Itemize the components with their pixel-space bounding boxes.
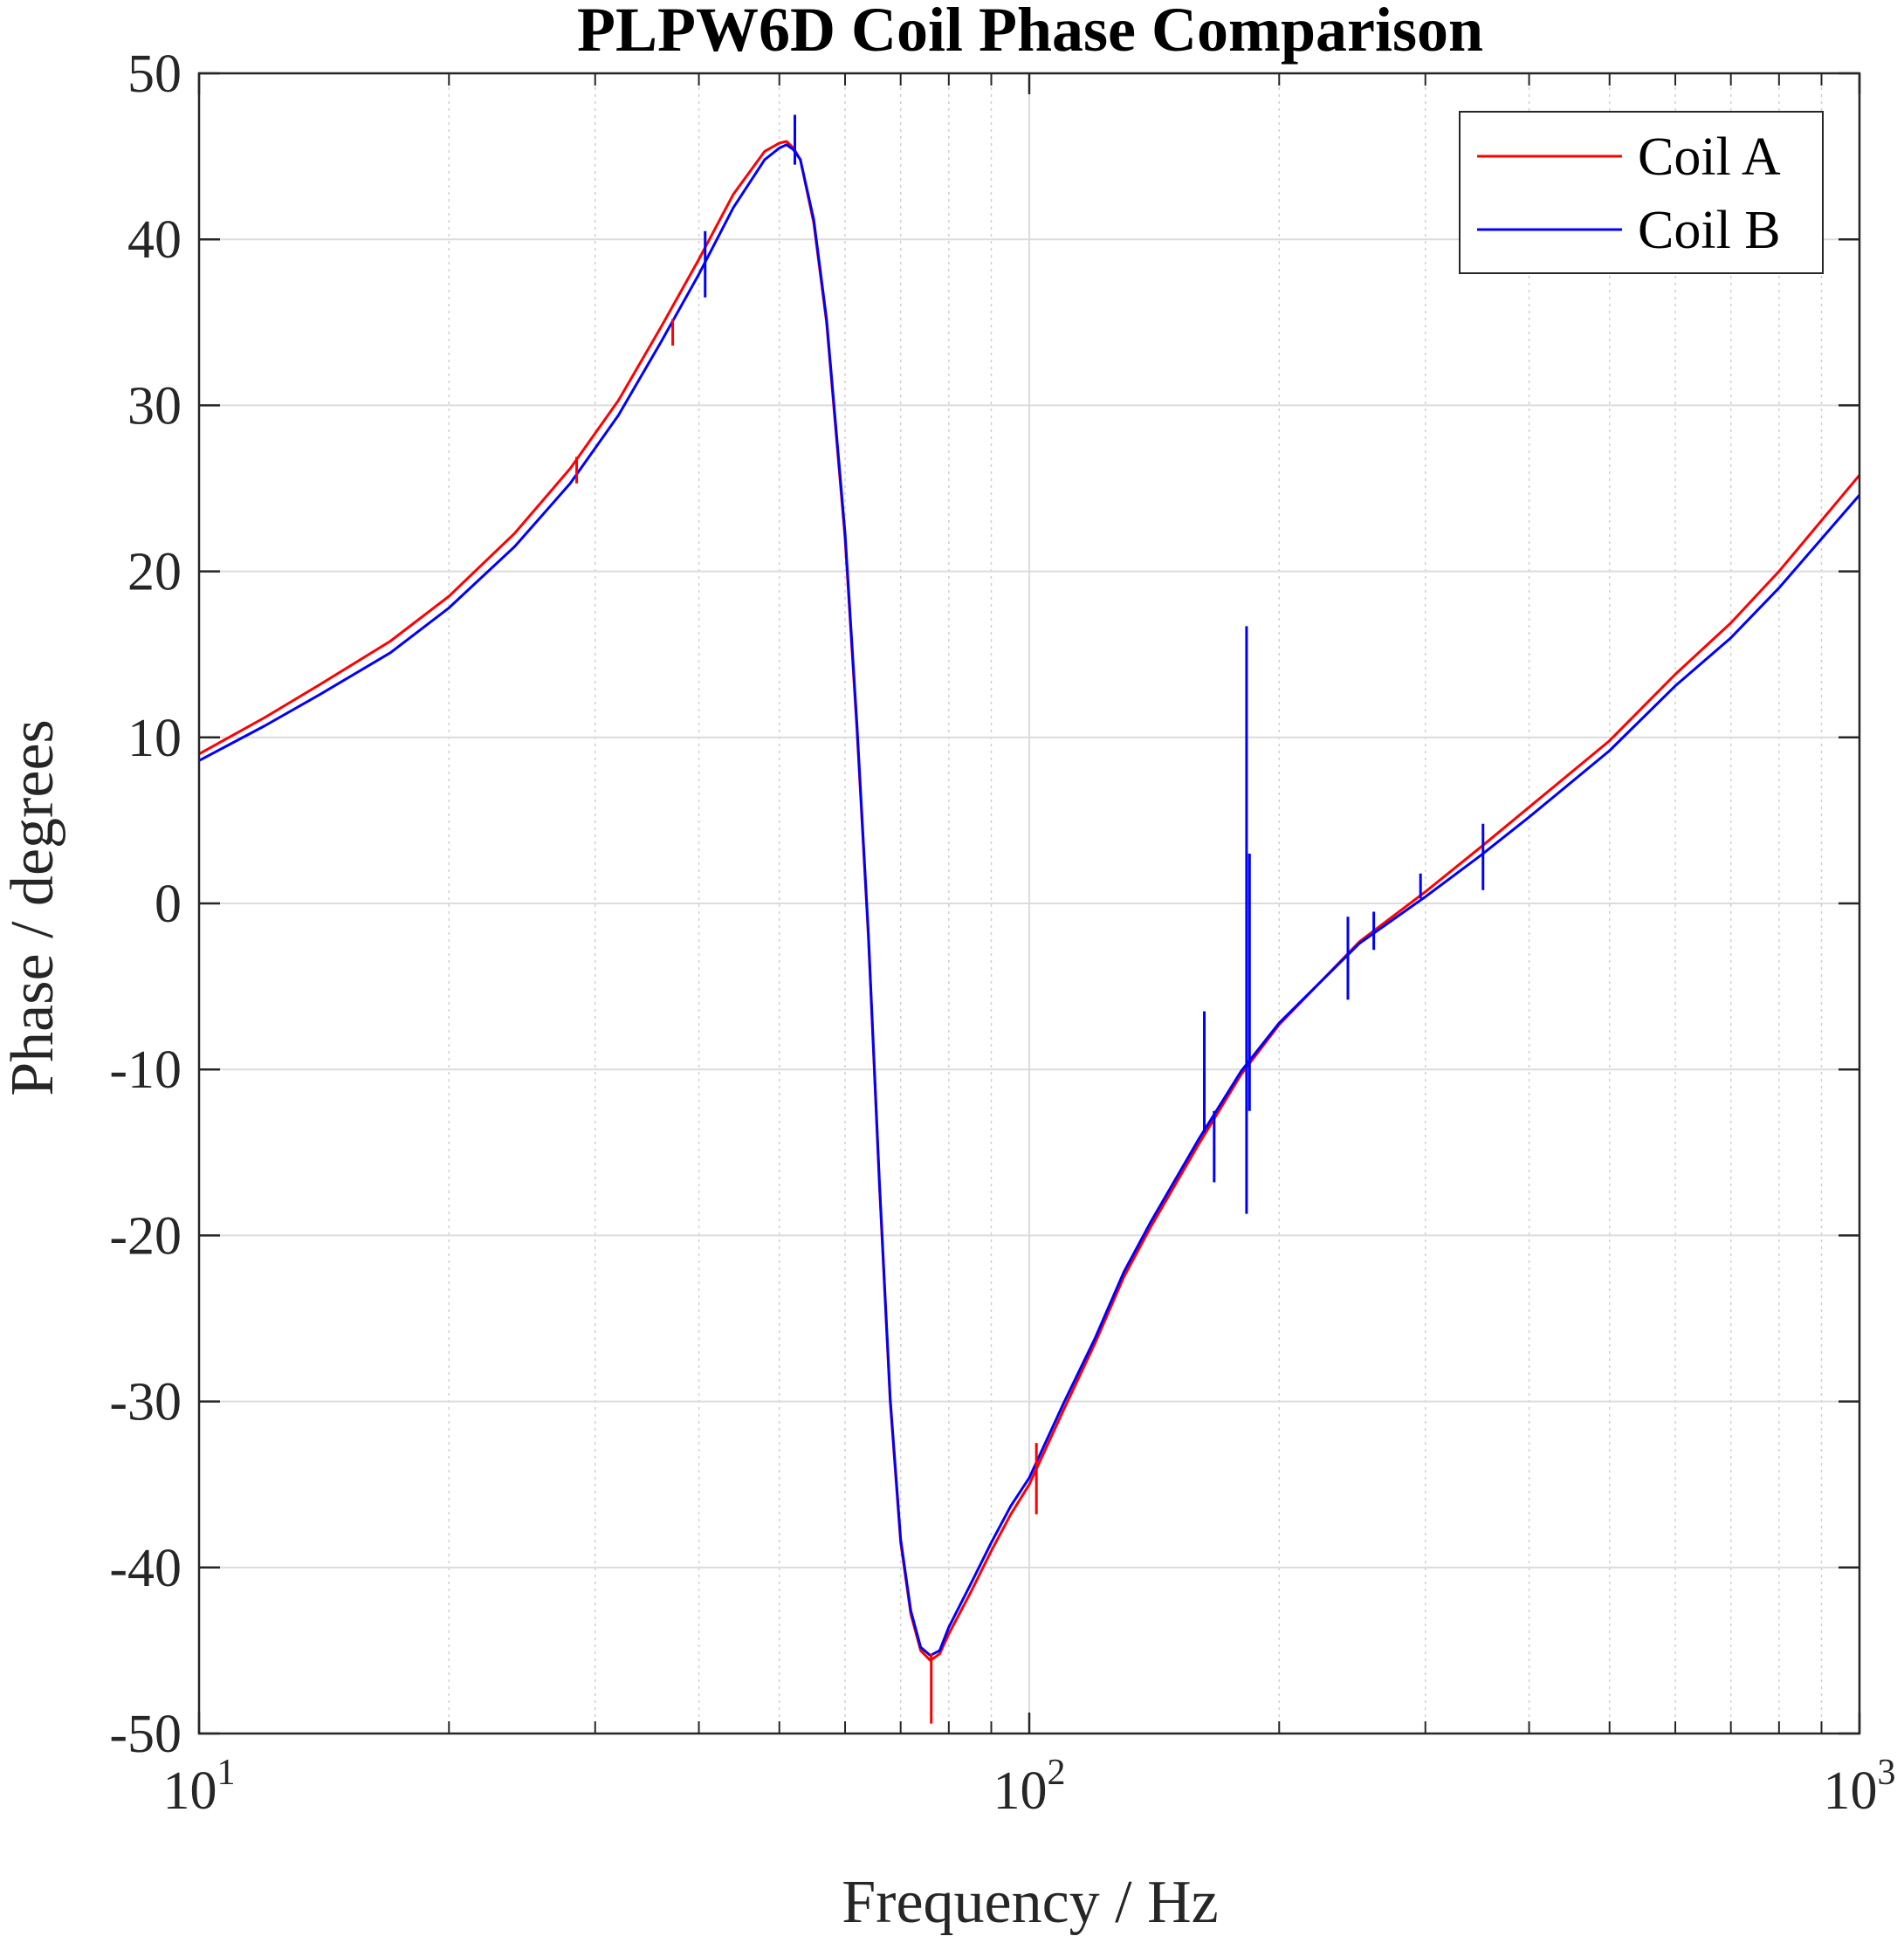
y-tick-label: -30 — [109, 1373, 182, 1432]
legend: Coil A Coil B — [1459, 111, 1824, 274]
y-tick-label: -50 — [109, 1705, 182, 1764]
y-tick-label: 0 — [155, 875, 182, 934]
series-line-coil-b — [198, 143, 1861, 1658]
y-tick-label: 40 — [127, 210, 182, 270]
x-tick-label: 101 — [163, 1753, 236, 1821]
y-tick-label: 50 — [127, 45, 182, 104]
chart-title: PLPW6D Coil Phase Comparison — [577, 0, 1483, 65]
legend-label-coil-a: Coil A — [1638, 127, 1781, 187]
x-tick-labels: 101 102 103 — [163, 1753, 1896, 1821]
x-tick-label-exponent: 3 — [1878, 1753, 1896, 1793]
tick-marks — [197, 72, 1861, 1735]
x-tick-label: 102 — [993, 1753, 1066, 1821]
x-tick-label-base: 10 — [993, 1761, 1048, 1821]
y-tick-label: -10 — [109, 1040, 182, 1100]
y-tick-label: 10 — [127, 709, 182, 768]
y-tick-label: -20 — [109, 1206, 182, 1266]
y-tick-label: -40 — [109, 1539, 182, 1598]
x-tick-label-exponent: 1 — [217, 1753, 236, 1793]
y-tick-label: 20 — [127, 543, 182, 602]
y-tick-label: 30 — [127, 376, 182, 436]
y-axis-label: Phase / degrees — [0, 719, 66, 1096]
grid-lines — [198, 72, 1860, 1734]
series-layer — [198, 114, 1861, 1724]
x-tick-label-base: 10 — [1824, 1761, 1878, 1821]
x-tick-label-exponent: 2 — [1048, 1753, 1066, 1793]
legend-box — [1459, 111, 1824, 274]
legend-label-coil-b: Coil B — [1638, 201, 1781, 260]
x-tick-label: 103 — [1824, 1753, 1896, 1821]
x-tick-label-base: 10 — [163, 1761, 217, 1821]
y-tick-labels: -50 -40 -30 -20 -10 0 10 20 30 40 50 — [109, 45, 182, 1764]
x-axis-label: Frequency / Hz — [842, 1869, 1219, 1936]
